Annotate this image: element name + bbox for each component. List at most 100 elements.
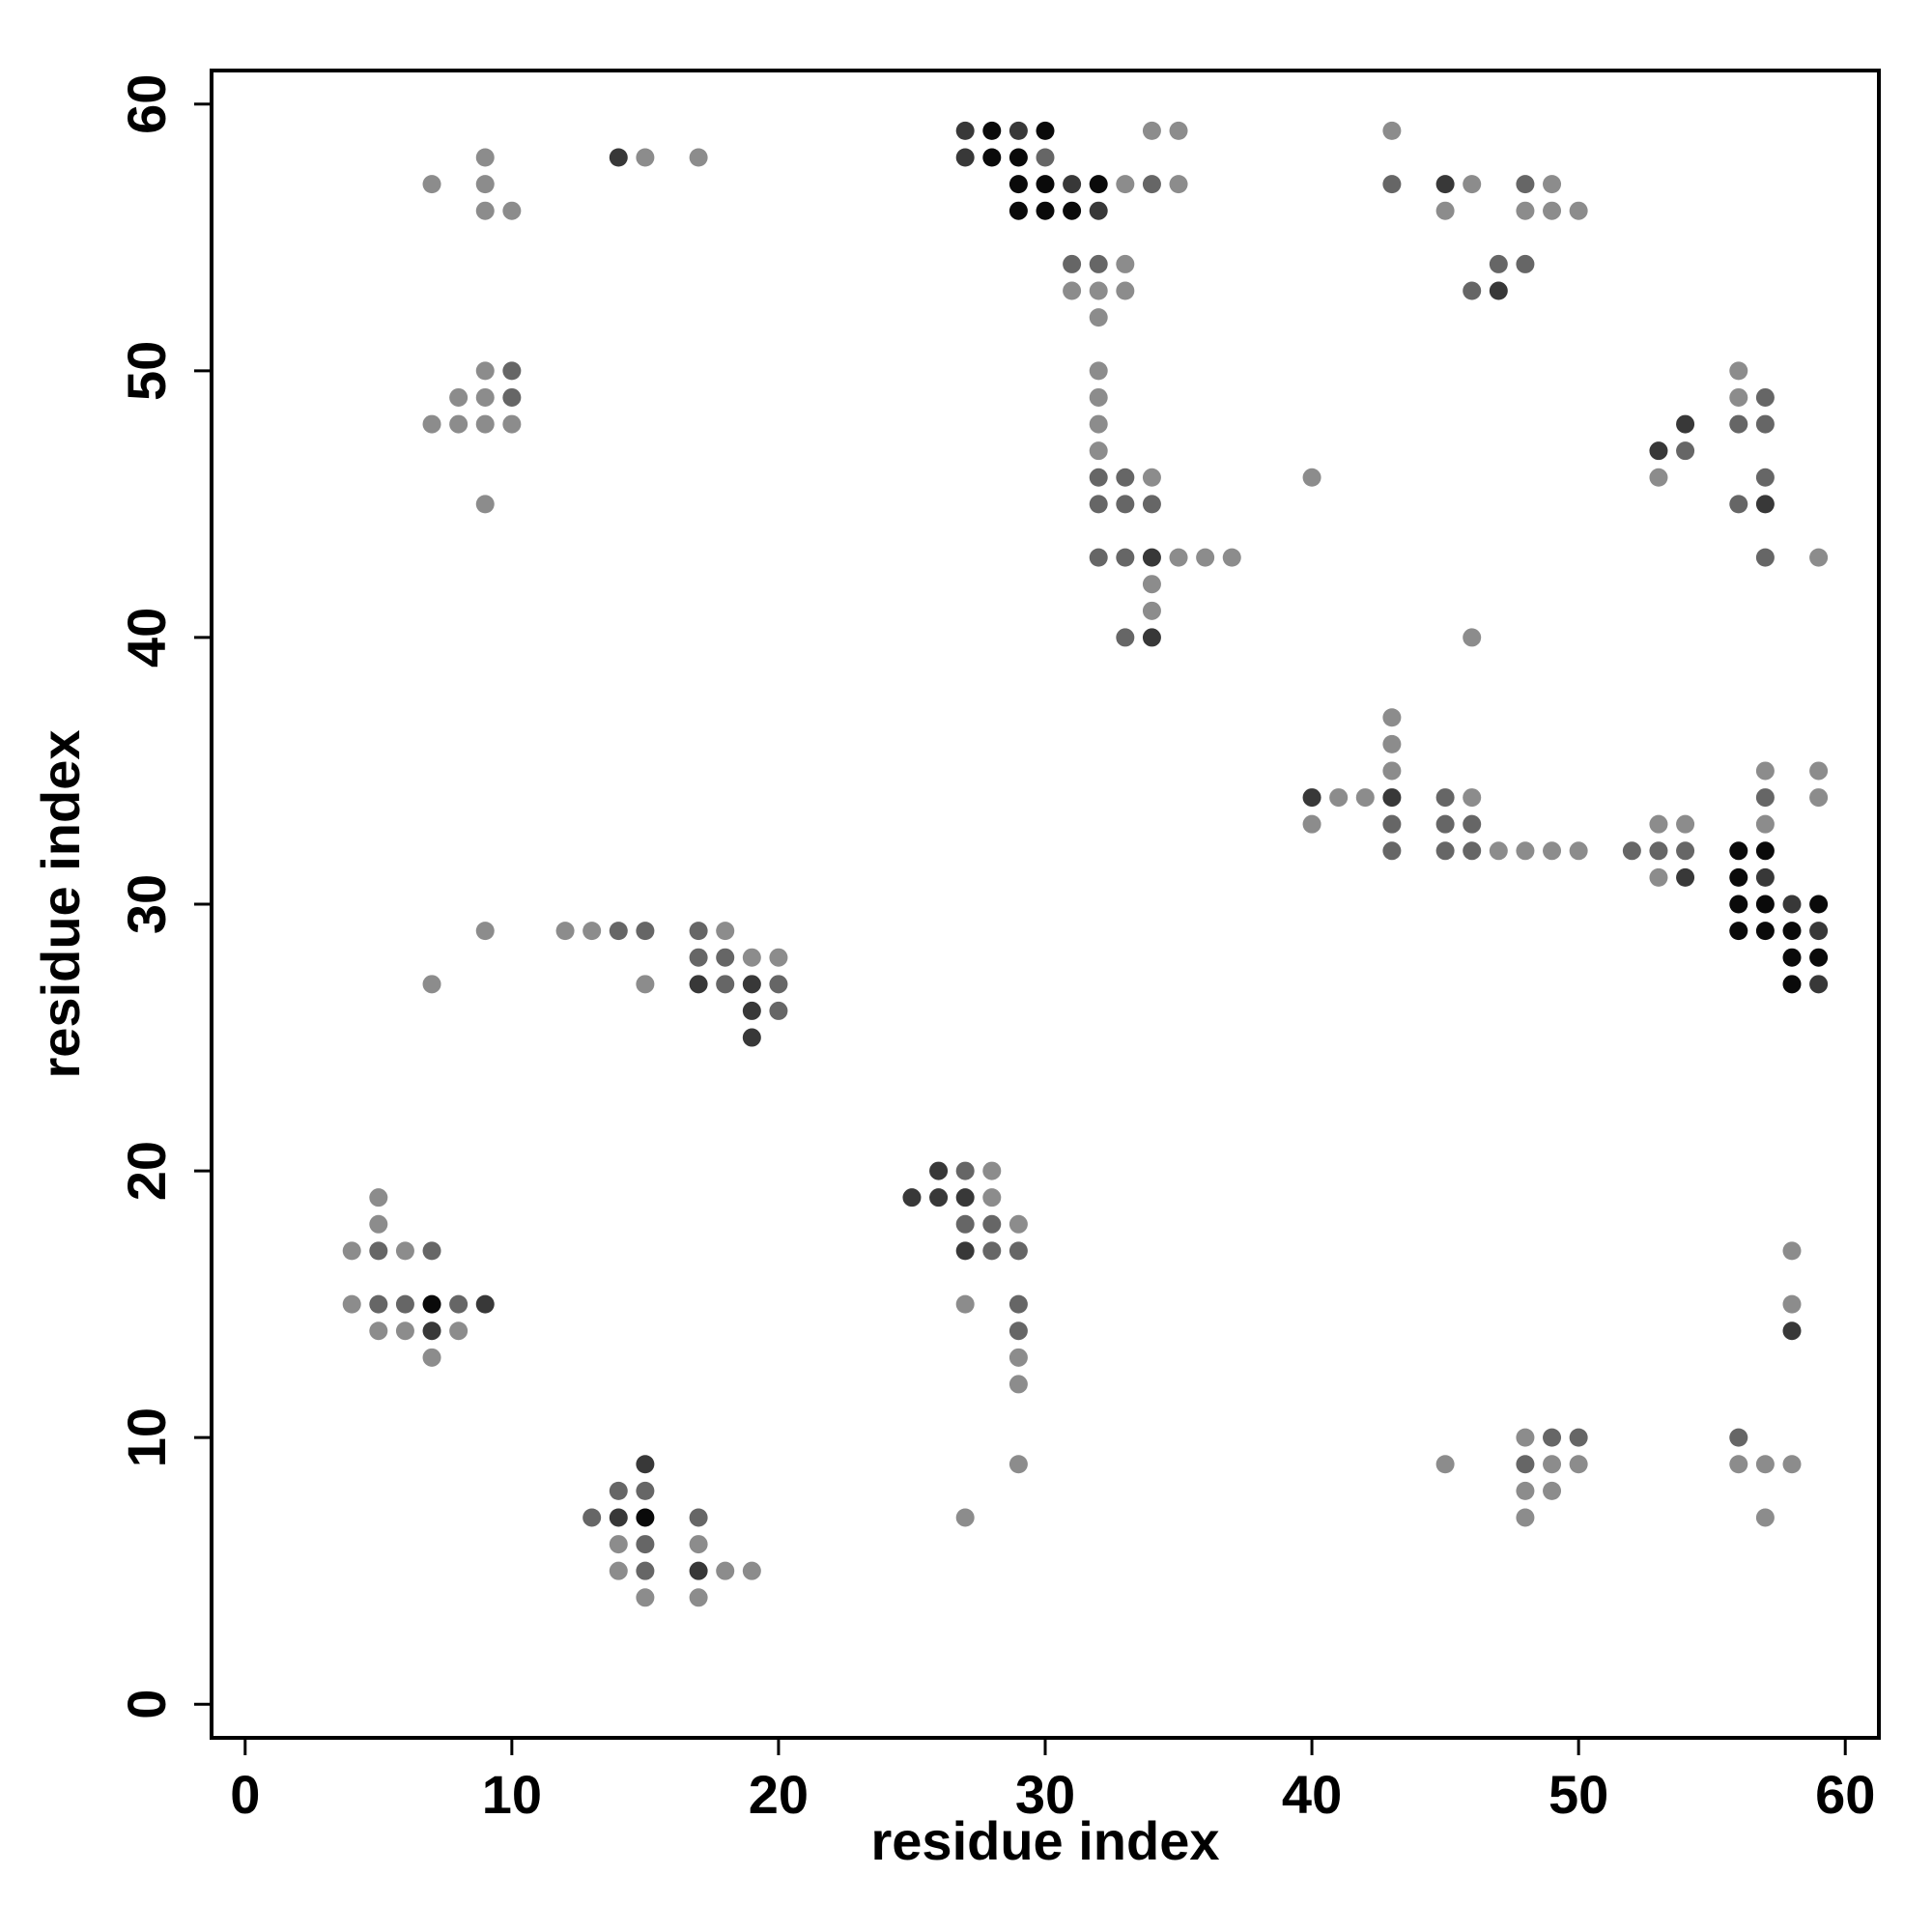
point — [636, 1561, 655, 1580]
point — [1435, 1455, 1455, 1474]
x-tick-label: 50 — [1548, 1764, 1608, 1825]
point — [955, 1161, 975, 1180]
point — [742, 1028, 761, 1047]
point — [689, 1588, 708, 1607]
point — [475, 361, 495, 381]
point — [1569, 201, 1588, 220]
point — [609, 148, 628, 167]
point — [636, 1481, 655, 1500]
point — [716, 975, 735, 994]
point — [1169, 548, 1188, 567]
point — [422, 1294, 441, 1314]
point — [689, 948, 708, 967]
point — [1463, 628, 1482, 647]
point — [1089, 281, 1108, 300]
point — [422, 1241, 441, 1261]
point — [475, 148, 495, 167]
point — [369, 1214, 388, 1234]
point — [1543, 1428, 1562, 1447]
point — [1463, 814, 1482, 834]
point — [716, 948, 735, 967]
point — [422, 1348, 441, 1367]
point — [769, 975, 788, 994]
point — [1036, 201, 1055, 220]
point — [422, 414, 441, 434]
point — [955, 1294, 975, 1314]
point — [1009, 1455, 1028, 1474]
point — [689, 148, 708, 167]
point — [609, 922, 628, 941]
point — [342, 1294, 361, 1314]
point — [636, 1535, 655, 1554]
point — [1543, 1455, 1562, 1474]
point — [395, 1321, 414, 1341]
point — [769, 1001, 788, 1020]
point — [1063, 281, 1082, 300]
point — [1063, 201, 1082, 220]
point — [1116, 281, 1135, 300]
point — [502, 387, 522, 407]
point — [1009, 1214, 1028, 1234]
point — [1302, 788, 1321, 808]
point — [502, 414, 522, 434]
point — [1382, 761, 1402, 781]
point — [1116, 254, 1135, 273]
point — [1782, 948, 1802, 967]
point — [1543, 1481, 1562, 1500]
point — [1435, 175, 1455, 194]
point — [1355, 788, 1375, 808]
point — [1809, 975, 1829, 994]
point — [1729, 1428, 1748, 1447]
point — [1729, 867, 1748, 887]
point — [955, 1214, 975, 1234]
point — [982, 121, 1002, 140]
point — [1435, 788, 1455, 808]
point — [1063, 175, 1082, 194]
point — [609, 1481, 628, 1500]
point — [1009, 148, 1028, 167]
point — [1169, 175, 1188, 194]
point — [369, 1321, 388, 1341]
point — [902, 1188, 922, 1208]
point — [742, 1001, 761, 1020]
point — [555, 922, 575, 941]
point — [395, 1241, 414, 1261]
point — [449, 1321, 469, 1341]
point — [1142, 468, 1161, 487]
point — [1782, 1455, 1802, 1474]
y-tick-label: 20 — [116, 1141, 177, 1201]
point — [1755, 468, 1775, 487]
point — [929, 1161, 949, 1180]
point — [1089, 361, 1108, 381]
y-tick-label: 40 — [116, 608, 177, 668]
point — [1142, 548, 1161, 567]
point — [1516, 1508, 1535, 1527]
point — [1382, 814, 1402, 834]
x-tick-label: 20 — [749, 1764, 809, 1825]
point — [1755, 414, 1775, 434]
point — [1329, 788, 1349, 808]
point — [609, 1535, 628, 1554]
point — [475, 175, 495, 194]
point — [1382, 734, 1402, 753]
point — [689, 1561, 708, 1580]
point — [1142, 575, 1161, 594]
point — [1382, 708, 1402, 727]
point — [1809, 761, 1829, 781]
point — [1009, 175, 1028, 194]
point — [1649, 867, 1668, 887]
point — [982, 1188, 1002, 1208]
point — [1543, 175, 1562, 194]
x-tick-label: 40 — [1282, 1764, 1342, 1825]
point — [1516, 1455, 1535, 1474]
point — [1116, 548, 1135, 567]
point — [1435, 201, 1455, 220]
point — [1782, 895, 1802, 914]
point — [1782, 922, 1802, 941]
point — [1009, 1321, 1028, 1341]
point — [1382, 788, 1402, 808]
x-axis-label: residue index — [870, 1810, 1219, 1871]
point — [369, 1294, 388, 1314]
point — [1089, 495, 1108, 514]
point — [1009, 1375, 1028, 1394]
